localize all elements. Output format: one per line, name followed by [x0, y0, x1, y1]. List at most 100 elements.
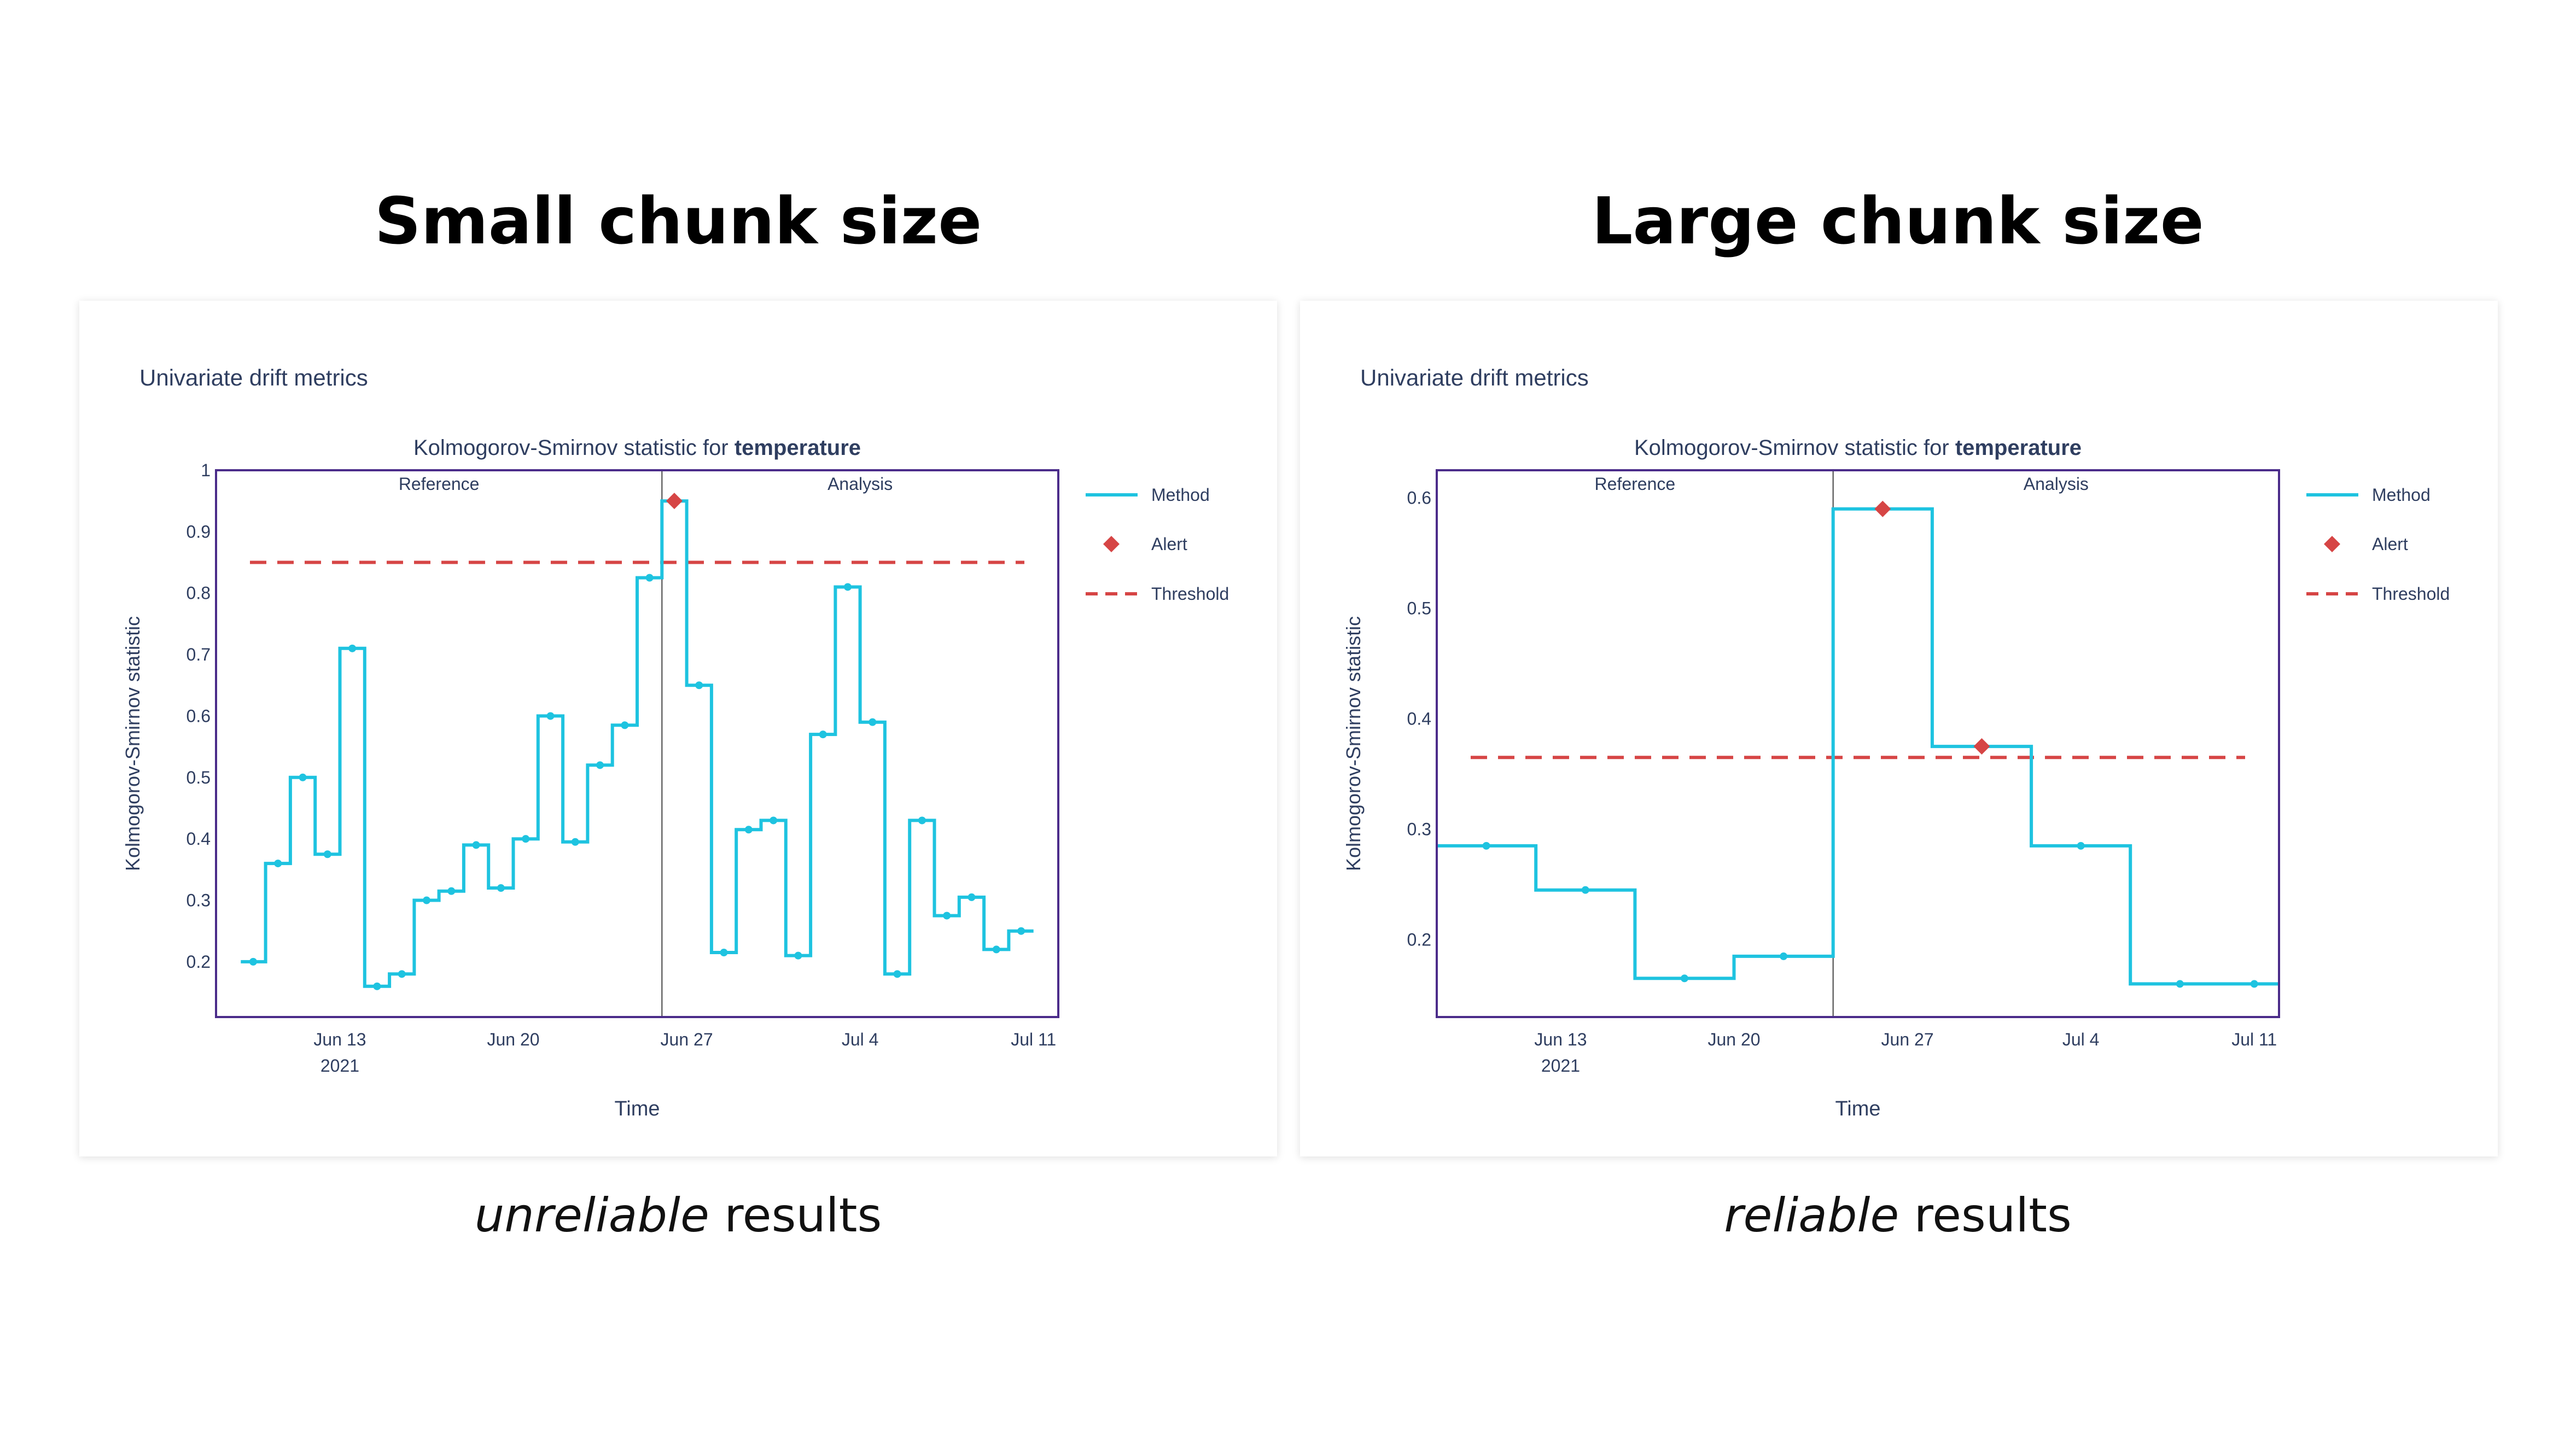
- data-point: [869, 718, 877, 726]
- data-point: [2077, 842, 2085, 850]
- plot-frame: [215, 469, 1059, 1018]
- data-point: [645, 574, 654, 582]
- data-point: [472, 841, 480, 849]
- data-point: [2176, 980, 2184, 988]
- y-tick-label: 1: [201, 460, 211, 480]
- data-point: [249, 957, 257, 966]
- panel-heading-small: Small chunk size: [374, 183, 982, 259]
- period-label-analysis: Analysis: [2024, 474, 2089, 494]
- data-point: [1581, 886, 1589, 894]
- data-point: [546, 712, 555, 720]
- x-tick-year: 2021: [1541, 1056, 1580, 1076]
- data-point: [720, 949, 728, 957]
- y-axis-label: Kolmogorov-Smirnov statistic: [121, 616, 144, 871]
- data-point: [844, 583, 852, 591]
- legend-method-label: Method: [2372, 485, 2431, 505]
- panel-heading-large: Large chunk size: [1592, 183, 2204, 259]
- data-point: [794, 951, 802, 960]
- data-point: [968, 893, 976, 901]
- alert-marker: [666, 493, 683, 510]
- data-point: [373, 982, 381, 990]
- x-tick-label: Jun 20: [1707, 1030, 1760, 1049]
- data-point: [1680, 974, 1688, 983]
- data-point: [992, 945, 1000, 954]
- data-point: [695, 681, 703, 690]
- x-tick-label: Jul 4: [842, 1030, 879, 1049]
- data-point: [571, 838, 579, 846]
- legend-method-label: Method: [1151, 485, 1210, 505]
- data-point: [2250, 980, 2258, 988]
- data-point: [1017, 927, 1025, 935]
- x-tick-label: Jun 13: [313, 1030, 366, 1049]
- data-point: [398, 970, 406, 978]
- data-point: [299, 773, 307, 781]
- data-point: [522, 835, 530, 843]
- x-tick-label: Jun 27: [1881, 1030, 1934, 1049]
- data-point: [744, 826, 753, 834]
- chart-title-prefix: Kolmogorov-Smirnov statistic for: [1634, 436, 1955, 460]
- data-point: [819, 731, 827, 739]
- caption-small-em: unreliable: [474, 1188, 709, 1243]
- ks-chart-large: Univariate drift metrics Kolmogorov-Smirn…: [1342, 365, 2450, 1120]
- y-tick-label: 0.2: [1407, 930, 1431, 950]
- chart-title: Kolmogorov-Smirnov statistic for tempera…: [413, 436, 861, 460]
- caption-large: reliable results: [1296, 1192, 2499, 1239]
- y-axis-label: Kolmogorov-Smirnov statistic: [1342, 616, 1365, 871]
- period-label-reference: Reference: [399, 474, 480, 494]
- x-tick-label: Jul 11: [2231, 1030, 2277, 1049]
- data-point: [1482, 842, 1490, 850]
- x-axis-label: Time: [614, 1097, 660, 1120]
- period-label-reference: Reference: [1595, 474, 1676, 494]
- data-point: [423, 896, 430, 904]
- chart-title: Kolmogorov-Smirnov statistic for tempera…: [1634, 436, 2082, 460]
- x-tick-label: Jul 4: [2062, 1030, 2100, 1049]
- card-title: Univariate drift metrics: [1360, 365, 1589, 390]
- x-tick-label: Jul 11: [1011, 1030, 1056, 1049]
- card-title: Univariate drift metrics: [139, 365, 368, 390]
- caption-small: unreliable results: [77, 1192, 1280, 1239]
- y-tick-label: 0.2: [187, 952, 211, 972]
- data-point: [348, 644, 357, 652]
- data-point: [596, 761, 604, 769]
- plot-frame: [1436, 469, 2280, 1018]
- data-point: [1780, 952, 1788, 960]
- data-point: [447, 887, 456, 895]
- x-tick-label: Jun 13: [1534, 1030, 1587, 1049]
- data-point: [770, 816, 778, 825]
- data-point: [323, 850, 331, 858]
- data-point: [274, 860, 282, 868]
- method-step-line: [1437, 507, 2279, 986]
- data-point: [621, 721, 629, 729]
- y-tick-label: 0.4: [187, 829, 211, 849]
- y-tick-label: 0.8: [187, 583, 211, 603]
- y-tick-label: 0.9: [187, 522, 211, 541]
- ks-chart-small: Univariate drift metrics Kolmogorov-Smirn…: [121, 365, 1229, 1120]
- data-point: [497, 884, 505, 892]
- legend-threshold-label: Threshold: [2372, 584, 2450, 604]
- x-tick-label: Jun 20: [487, 1030, 539, 1049]
- y-tick-label: 0.6: [187, 706, 211, 726]
- data-point: [943, 912, 951, 920]
- y-tick-label: 0.4: [1407, 709, 1431, 729]
- y-tick-label: 0.7: [187, 645, 211, 664]
- y-tick-label: 0.5: [187, 768, 211, 787]
- x-tick-year: 2021: [320, 1056, 359, 1076]
- chart-title-prefix: Kolmogorov-Smirnov statistic for: [413, 436, 735, 460]
- period-label-analysis: Analysis: [827, 474, 893, 494]
- y-tick-label: 0.5: [1407, 599, 1431, 618]
- data-point: [893, 970, 901, 978]
- alert-marker: [1973, 738, 1990, 755]
- caption-large-em: reliable: [1724, 1188, 1899, 1243]
- method-step-line: [241, 499, 1034, 988]
- caption-large-rest: results: [1899, 1188, 2072, 1243]
- y-tick-label: 0.6: [1407, 488, 1431, 508]
- chart-title-feature: temperature: [735, 436, 861, 460]
- legend-alert-label: Alert: [2372, 534, 2408, 554]
- legend-alert-swatch: [2324, 536, 2340, 552]
- y-tick-label: 0.3: [187, 891, 211, 910]
- legend-alert-swatch: [1103, 536, 1120, 552]
- alert-marker: [1874, 500, 1891, 517]
- chart-title-feature: temperature: [1955, 436, 2082, 460]
- x-axis-label: Time: [1835, 1097, 1880, 1120]
- chart-card-large: Univariate drift metrics Kolmogorov-Smirn…: [1300, 301, 2498, 1156]
